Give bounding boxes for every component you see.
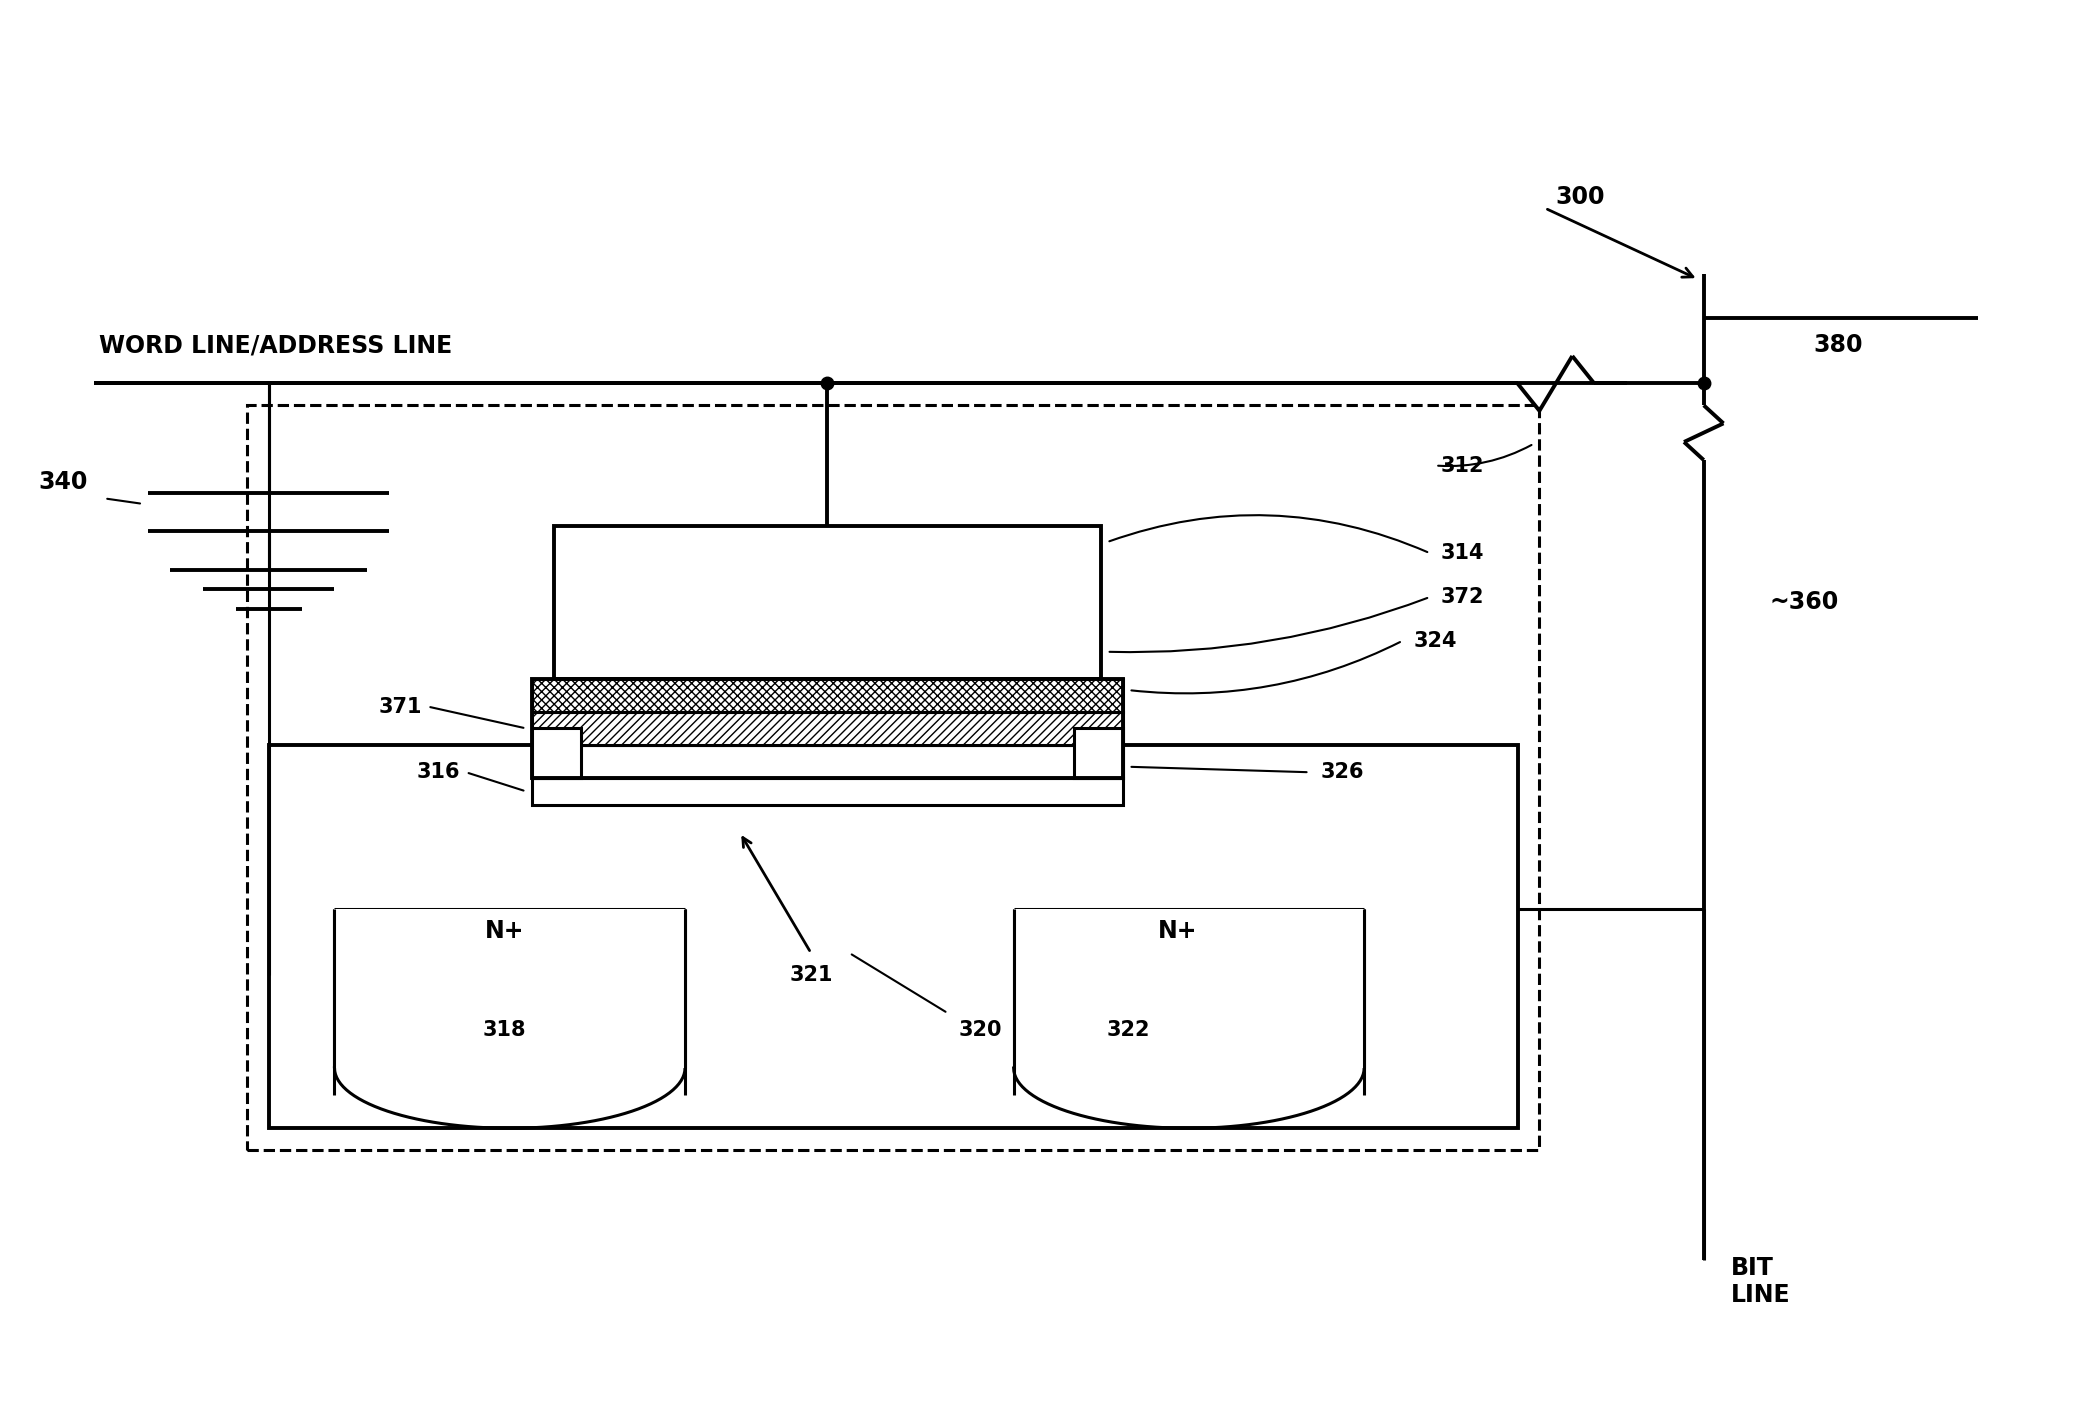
Bar (335, 909, 684, 1068)
Text: 316: 316 (417, 762, 460, 782)
Text: 324: 324 (1413, 631, 1457, 651)
Text: 321: 321 (789, 965, 833, 985)
Bar (532, 729, 582, 778)
Text: N+: N+ (486, 918, 523, 943)
Text: 318: 318 (483, 1020, 525, 1040)
Bar (247, 406, 1540, 1151)
Text: 340: 340 (40, 470, 88, 494)
Text: 320: 320 (959, 1020, 1003, 1040)
Text: 326: 326 (1321, 762, 1365, 782)
Bar (1676, 406, 1731, 460)
Text: 312: 312 (1440, 456, 1484, 476)
Text: 322: 322 (1107, 1020, 1151, 1040)
Bar (268, 745, 1517, 1128)
Bar (532, 712, 1124, 745)
Text: N+: N+ (1157, 918, 1197, 943)
Bar (532, 679, 1124, 712)
Text: 314: 314 (1440, 543, 1484, 562)
Bar (532, 679, 1124, 778)
Bar (1074, 729, 1124, 778)
Text: ~360: ~360 (1769, 591, 1840, 615)
Bar (532, 778, 1124, 805)
Text: 300: 300 (1555, 185, 1605, 209)
Bar (532, 745, 1124, 778)
Text: WORD LINE/ADDRESS LINE: WORD LINE/ADDRESS LINE (98, 333, 452, 357)
Bar (1013, 909, 1365, 1068)
Text: 380: 380 (1813, 333, 1863, 357)
Bar (553, 525, 1101, 679)
Text: BIT
LINE: BIT LINE (1731, 1256, 1792, 1307)
Text: 371: 371 (379, 696, 423, 716)
Text: 372: 372 (1440, 587, 1484, 607)
